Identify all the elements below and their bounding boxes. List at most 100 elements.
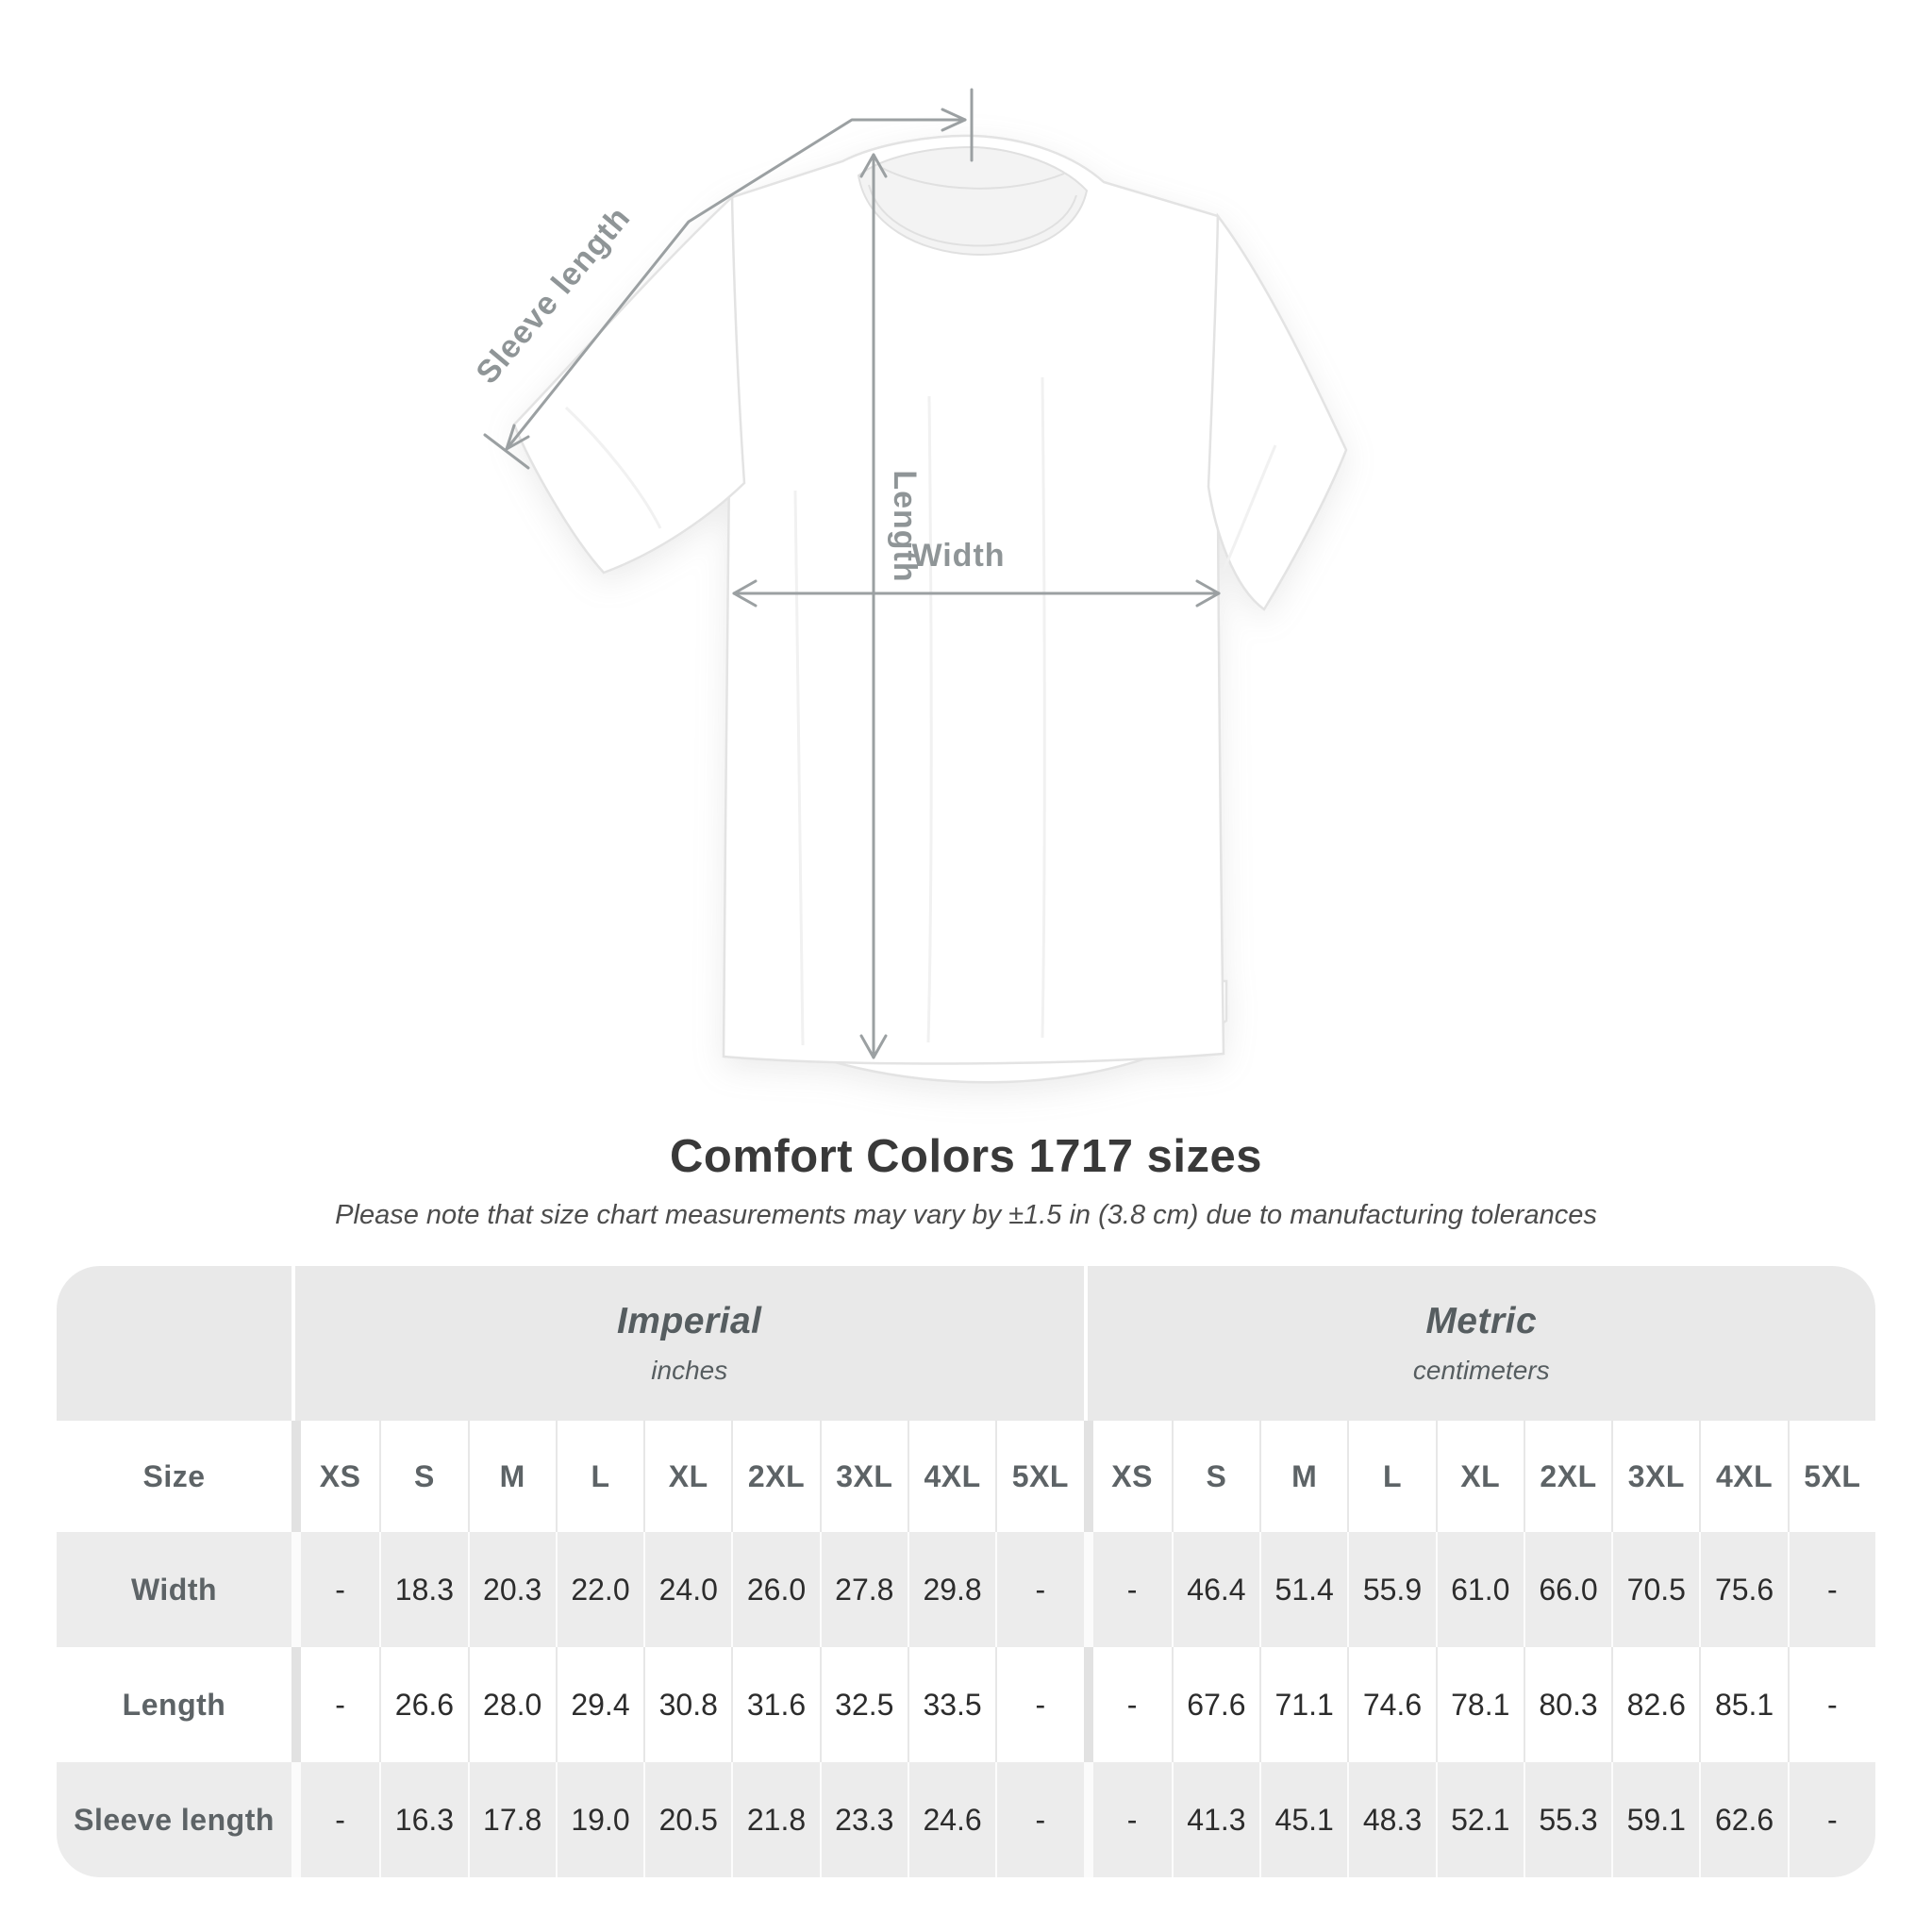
unit-header-metric: Metric centimeters — [1083, 1266, 1875, 1421]
value-cell-imperial-4xl: 24.6 — [907, 1762, 996, 1877]
col-header-metric-xs: XS — [1083, 1421, 1172, 1532]
imperial-group-label: Imperial — [616, 1301, 762, 1341]
value-cell-imperial-l: 29.4 — [555, 1647, 643, 1762]
value-cell-imperial-xs: - — [291, 1762, 380, 1877]
col-header-imperial-s: S — [379, 1421, 467, 1532]
unit-header-spacer — [57, 1266, 291, 1421]
col-header-imperial-m: M — [467, 1421, 556, 1532]
value-cell-imperial-l: 22.0 — [555, 1532, 644, 1647]
col-header-imperial-xl: XL — [643, 1421, 731, 1532]
value-cell-imperial-xl: 30.8 — [643, 1647, 731, 1762]
row-label: Sleeve length — [57, 1762, 291, 1877]
value-cell-imperial-4xl: 33.5 — [907, 1647, 995, 1762]
value-cell-imperial-m: 20.3 — [467, 1532, 556, 1647]
size-column-header: Size — [142, 1458, 206, 1493]
value-cell-imperial-5xl: - — [995, 1532, 1084, 1647]
value-cell-metric-3xl: 82.6 — [1611, 1647, 1699, 1762]
tshirt-illustration — [512, 134, 1348, 1084]
value-cell-imperial-2xl: 26.0 — [731, 1532, 820, 1647]
value-cell-imperial-xs: - — [291, 1532, 380, 1647]
tshirt-fold-line — [1222, 444, 1277, 572]
value-cell-metric-xl: 78.1 — [1435, 1647, 1524, 1762]
length-arrowhead-bottom — [859, 1034, 888, 1059]
value-cell-metric-l: 55.9 — [1347, 1532, 1436, 1647]
metric-unit-label: centimeters — [1412, 1356, 1550, 1385]
value-cell-imperial-l: 19.0 — [555, 1762, 644, 1877]
value-cell-imperial-s: 18.3 — [379, 1532, 468, 1647]
width-measurement: Width — [732, 538, 1221, 608]
row-label: Length — [122, 1687, 226, 1722]
value-cell-imperial-xs: - — [291, 1647, 379, 1762]
metric-group-label: Metric — [1425, 1301, 1538, 1341]
page-title: Comfort Colors 1717 sizes — [670, 1131, 1262, 1182]
value-cell-metric-l: 48.3 — [1347, 1762, 1436, 1877]
value-cell-metric-xl: 61.0 — [1435, 1532, 1524, 1647]
value-cell-imperial-m: 28.0 — [467, 1647, 556, 1762]
tshirt-right-sleeve — [1207, 212, 1348, 611]
value-cell-imperial-s: 16.3 — [379, 1762, 468, 1877]
tshirt-fold-line — [564, 406, 662, 529]
tshirt-fold-line — [1041, 376, 1046, 1039]
length-arrowhead-top — [859, 153, 888, 178]
imperial-unit-label: inches — [651, 1356, 728, 1385]
value-cell-imperial-3xl: 23.3 — [819, 1762, 908, 1877]
col-header-metric-4xl: 4XL — [1699, 1421, 1787, 1532]
width-arrowhead-left — [732, 579, 758, 608]
sleeve-end-tick — [483, 433, 530, 470]
value-cell-imperial-3xl: 32.5 — [819, 1647, 908, 1762]
width-label: Width — [911, 538, 1005, 574]
value-cell-imperial-xl: 24.0 — [643, 1532, 732, 1647]
col-header-metric-5xl: 5XL — [1787, 1421, 1875, 1532]
value-cell-metric-4xl: 85.1 — [1699, 1647, 1787, 1762]
col-header-imperial-2xl: 2XL — [731, 1421, 819, 1532]
value-cell-metric-5xl: - — [1787, 1647, 1875, 1762]
tshirt-left-sleeve — [512, 194, 746, 575]
table-row-length: Length -26.6 28.0 29.4 30.8 31.6 32.5 33.5- -67.… — [57, 1647, 1875, 1762]
tshirt-fold-line — [926, 395, 933, 1043]
col-header-imperial-3xl: 3XL — [819, 1421, 908, 1532]
col-header-metric-2xl: 2XL — [1523, 1421, 1611, 1532]
value-cell-imperial-2xl: 21.8 — [731, 1762, 820, 1877]
value-cell-imperial-5xl: - — [995, 1647, 1083, 1762]
tshirt-back-collar — [881, 167, 1065, 190]
col-header-metric-s: S — [1171, 1421, 1259, 1532]
size-table: Imperial inches Metric centimeters Size … — [57, 1266, 1875, 1877]
value-cell-imperial-xl: 20.5 — [643, 1762, 732, 1877]
col-header-metric-l: L — [1347, 1421, 1435, 1532]
value-cell-metric-m: 45.1 — [1259, 1762, 1348, 1877]
tshirt-body — [722, 134, 1225, 1065]
col-header-metric-xl: XL — [1435, 1421, 1524, 1532]
value-cell-metric-3xl: 59.1 — [1611, 1762, 1700, 1877]
value-cell-metric-2xl: 80.3 — [1523, 1647, 1611, 1762]
value-cell-metric-s: 67.6 — [1171, 1647, 1259, 1762]
unit-header-imperial: Imperial inches — [291, 1266, 1084, 1421]
value-cell-metric-2xl: 66.0 — [1523, 1532, 1612, 1647]
value-cell-imperial-3xl: 27.8 — [819, 1532, 908, 1647]
width-arrowhead-right — [1195, 579, 1221, 608]
col-header-imperial-xs: XS — [291, 1421, 379, 1532]
value-cell-metric-2xl: 55.3 — [1523, 1762, 1612, 1877]
value-cell-metric-l: 74.6 — [1347, 1647, 1435, 1762]
col-header-imperial-l: L — [555, 1421, 643, 1532]
value-cell-imperial-5xl: - — [995, 1762, 1084, 1877]
sleeve-arrowhead-right — [941, 108, 967, 132]
value-cell-metric-m: 51.4 — [1259, 1532, 1348, 1647]
row-label: Width — [57, 1532, 291, 1647]
value-cell-imperial-s: 26.6 — [379, 1647, 467, 1762]
value-cell-metric-4xl: 75.6 — [1699, 1532, 1788, 1647]
value-cell-metric-xl: 52.1 — [1435, 1762, 1524, 1877]
value-cell-metric-4xl: 62.6 — [1699, 1762, 1788, 1877]
page-subtitle: Please note that size chart measurements… — [335, 1200, 1597, 1230]
unit-header-row: Imperial inches Metric centimeters — [57, 1266, 1875, 1421]
length-measurement: Length — [859, 153, 923, 1059]
value-cell-metric-xs: - — [1083, 1762, 1172, 1877]
column-header-row: Size XS S M L XL 2XL 3XL 4XL 5XL XS S M L XL 2XL 3XL 4XL… — [57, 1421, 1875, 1532]
sleeve-arrowhead — [505, 424, 530, 451]
length-label: Length — [887, 470, 923, 582]
table-body: Width -18.3 20.3 22.0 24.0 26.0 27.8 29.8- -46.4… — [57, 1532, 1875, 1877]
value-cell-metric-xs: - — [1083, 1532, 1172, 1647]
value-cell-metric-3xl: 70.5 — [1611, 1532, 1700, 1647]
col-header-imperial-4xl: 4XL — [907, 1421, 995, 1532]
